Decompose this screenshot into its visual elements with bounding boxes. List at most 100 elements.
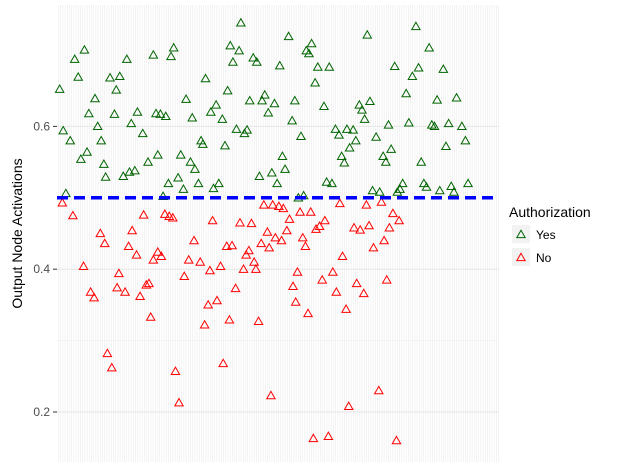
point-no	[394, 215, 405, 225]
point-no	[290, 296, 301, 306]
point-no	[183, 254, 194, 264]
point-yes	[213, 178, 224, 188]
point-yes	[251, 56, 262, 66]
legend-title: Authorization	[509, 204, 591, 220]
point-no	[358, 288, 369, 298]
point-no	[373, 385, 384, 395]
point-no	[199, 319, 210, 329]
point-no	[218, 358, 229, 368]
point-no	[241, 249, 252, 259]
point-yes	[354, 99, 365, 109]
point-yes	[269, 98, 280, 108]
point-yes	[460, 135, 471, 145]
point-yes	[438, 64, 449, 73]
point-yes	[137, 128, 148, 138]
point-yes	[185, 156, 196, 166]
point-yes	[303, 48, 315, 58]
point-no	[113, 268, 124, 278]
point-no	[106, 362, 117, 372]
point-no	[207, 215, 218, 225]
point-no	[243, 245, 254, 255]
point-no	[135, 291, 146, 300]
point-yes	[374, 186, 385, 196]
point-no	[384, 222, 395, 232]
point-yes	[324, 61, 335, 71]
legend-key-no	[512, 248, 530, 266]
point-yes	[401, 88, 412, 98]
point-yes	[241, 124, 253, 134]
point-no	[265, 390, 276, 400]
point-no	[127, 225, 138, 235]
point-no	[234, 217, 246, 227]
point-yes	[111, 84, 122, 94]
point-yes	[178, 184, 189, 193]
point-yes	[397, 178, 408, 188]
point-yes	[152, 149, 163, 159]
point-no	[123, 241, 134, 251]
point-yes	[429, 121, 440, 131]
point-yes	[168, 42, 179, 52]
point-yes	[277, 151, 288, 161]
point-no	[337, 251, 348, 260]
point-no	[273, 201, 284, 211]
point-no	[376, 196, 387, 206]
point-no	[287, 281, 299, 290]
point-yes	[165, 51, 177, 61]
point-yes	[160, 111, 171, 121]
point-no	[188, 235, 200, 245]
point-yes	[364, 96, 375, 106]
point-no	[170, 366, 181, 375]
point-yes	[231, 124, 242, 133]
point-no	[391, 435, 402, 445]
point-yes	[386, 144, 397, 153]
point-yes	[187, 112, 198, 122]
point-yes	[359, 114, 370, 123]
point-yes	[217, 114, 228, 123]
point-yes	[259, 89, 270, 99]
point-no	[138, 209, 149, 219]
point-yes	[181, 94, 192, 103]
point-yes	[336, 151, 347, 161]
point-yes	[434, 185, 445, 195]
point-no	[308, 433, 319, 443]
point-no	[85, 286, 96, 296]
point-no	[267, 199, 278, 209]
point-no	[230, 283, 241, 293]
point-no	[246, 218, 257, 228]
point-no	[141, 279, 152, 289]
point-yes	[175, 149, 186, 159]
point-yes	[83, 108, 94, 118]
point-no	[278, 203, 289, 213]
point-yes	[73, 71, 84, 81]
point-yes	[448, 186, 459, 196]
point-yes	[126, 118, 137, 128]
point-no	[368, 242, 379, 252]
point-no	[300, 241, 311, 251]
point-no	[281, 225, 292, 235]
point-no	[173, 397, 185, 407]
point-yes	[446, 181, 457, 191]
point-yes	[407, 71, 418, 81]
point-no	[341, 303, 352, 313]
point-yes	[100, 171, 111, 181]
point-no	[355, 224, 366, 234]
point-yes	[227, 56, 238, 66]
point-yes	[371, 131, 382, 141]
point-yes	[274, 60, 285, 70]
point-no	[102, 348, 113, 358]
point-yes	[109, 109, 120, 118]
point-yes	[306, 38, 317, 48]
point-yes	[440, 141, 452, 151]
point-yes	[321, 176, 332, 186]
point-no	[57, 197, 68, 207]
point-yes	[118, 171, 129, 181]
legend: Authorization Yes No	[509, 204, 591, 266]
point-yes	[193, 178, 204, 188]
point-yes	[189, 164, 200, 173]
point-no	[156, 251, 167, 260]
point-yes	[312, 61, 323, 71]
point-no	[327, 266, 338, 276]
point-yes	[92, 121, 103, 131]
point-yes	[96, 135, 107, 145]
point-yes	[432, 94, 443, 104]
